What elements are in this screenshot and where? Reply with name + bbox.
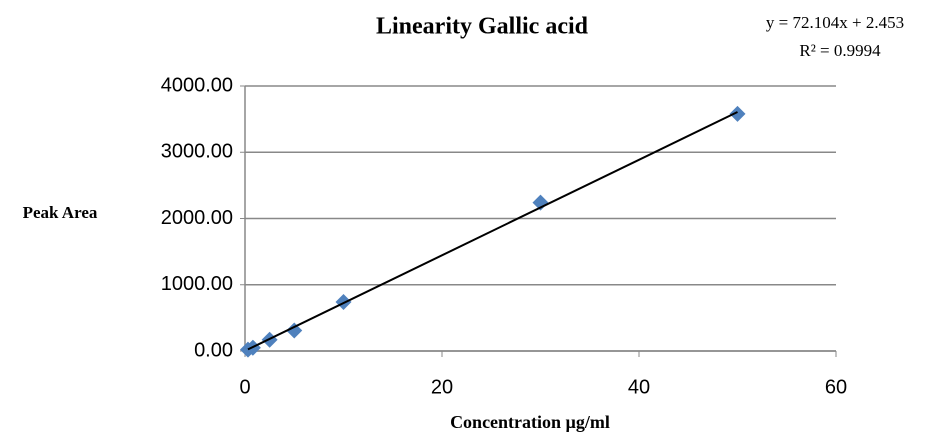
trendline [247,111,738,351]
y-tick-label: 2000.00 [161,207,233,229]
y-axis-label: Peak Area [23,203,98,222]
x-axis-label: Concentration µg/ml [450,412,610,432]
y-tick-label: 1000.00 [161,273,233,295]
y-tick-label: 3000.00 [161,141,233,163]
data-point [286,322,303,339]
data-point [729,105,746,122]
chart-title: Linearity Gallic acid [376,14,589,40]
x-tick-label: 0 [239,376,250,398]
x-tick-label: 20 [431,376,453,398]
trend-equation: y = 72.104x + 2.453 [766,13,904,32]
x-tick-label: 60 [825,376,847,398]
y-tick-label: 4000.00 [161,74,233,96]
x-tick-label: 40 [628,376,650,398]
trend-r2: R² = 0.9994 [799,41,881,60]
y-tick-label: 0.00 [194,339,233,361]
